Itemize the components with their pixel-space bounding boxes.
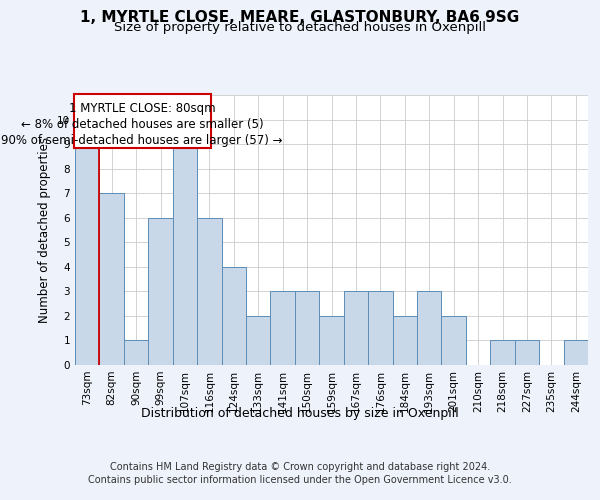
Bar (490, 340, 515, 365)
Bar (221, 267, 246, 365)
Bar (75, 144, 100, 365)
Bar (392, 316, 417, 365)
Text: Contains HM Land Registry data © Crown copyright and database right 2024.: Contains HM Land Registry data © Crown c… (110, 462, 490, 472)
Text: Distribution of detached houses by size in Oxenpill: Distribution of detached houses by size … (141, 408, 459, 420)
Text: 1 MYRTLE CLOSE: 80sqm: 1 MYRTLE CLOSE: 80sqm (69, 102, 215, 114)
Text: 1, MYRTLE CLOSE, MEARE, GLASTONBURY, BA6 9SG: 1, MYRTLE CLOSE, MEARE, GLASTONBURY, BA6… (80, 10, 520, 25)
Bar (271, 292, 295, 365)
Bar (442, 316, 466, 365)
Text: Size of property relative to detached houses in Oxenpill: Size of property relative to detached ho… (114, 21, 486, 34)
Bar (100, 193, 124, 365)
Bar (417, 292, 442, 365)
Text: ← 8% of detached houses are smaller (5): ← 8% of detached houses are smaller (5) (21, 118, 263, 131)
Bar (563, 340, 588, 365)
Text: 90% of semi-detached houses are larger (57) →: 90% of semi-detached houses are larger (… (1, 134, 283, 147)
Bar (173, 144, 197, 365)
Bar (197, 218, 221, 365)
Bar (295, 292, 319, 365)
Y-axis label: Number of detached properties: Number of detached properties (38, 137, 52, 323)
Bar (148, 218, 173, 365)
Bar (124, 340, 148, 365)
Bar (344, 292, 368, 365)
Bar (246, 316, 271, 365)
Text: Contains public sector information licensed under the Open Government Licence v3: Contains public sector information licen… (88, 475, 512, 485)
Bar (515, 340, 539, 365)
Bar (368, 292, 392, 365)
Bar (319, 316, 344, 365)
